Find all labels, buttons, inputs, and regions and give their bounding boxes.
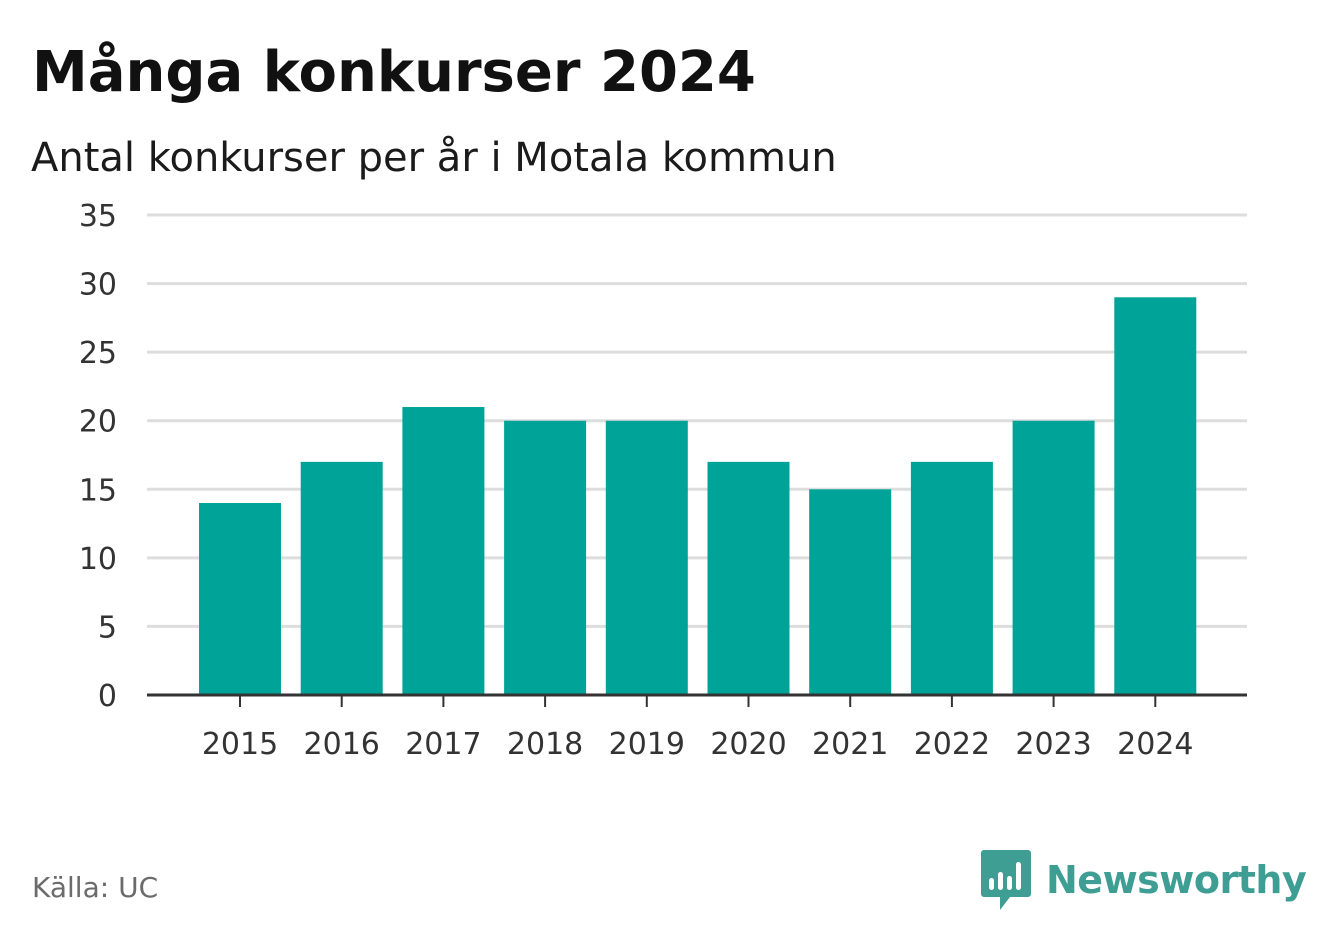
x-tick-label: 2022 (914, 727, 990, 762)
bar-2021 (809, 489, 892, 695)
x-tick-label: 2015 (202, 727, 278, 762)
x-tick-label: 2021 (812, 727, 888, 762)
x-tick-label: 2016 (304, 727, 380, 762)
bar-2018 (504, 420, 587, 695)
x-tick-label: 2019 (609, 727, 685, 762)
y-tick-label: 15 (79, 473, 117, 508)
y-tick-label: 20 (79, 405, 117, 440)
source-note: Källa: UC (32, 871, 159, 904)
y-tick-label: 10 (79, 542, 117, 577)
bar-2022 (910, 461, 993, 695)
brand-name: Newsworthy (1046, 858, 1307, 902)
bar-2019 (605, 420, 688, 695)
y-tick-label: 25 (79, 336, 117, 371)
x-tick-label: 2023 (1015, 727, 1091, 762)
x-tick-label: 2017 (405, 727, 481, 762)
y-axis-ticks: 0 5 10 15 20 25 30 35 (79, 199, 117, 714)
bar-2024 (1114, 297, 1197, 695)
y-tick-label: 5 (98, 610, 117, 645)
y-tick-label: 30 (79, 268, 117, 303)
x-tick-label: 2018 (507, 727, 583, 762)
y-tick-label: 0 (98, 679, 117, 714)
bar-2023 (1012, 420, 1095, 695)
bar-2015 (199, 503, 281, 695)
bar-2020 (707, 461, 790, 695)
chart-subtitle: Antal konkurser per år i Motala kommun (31, 135, 837, 181)
bar-chart-logo-icon (981, 850, 1031, 910)
bar-2016 (300, 461, 383, 695)
bar-2017 (402, 407, 485, 695)
x-axis (147, 693, 1247, 707)
x-tick-label: 2024 (1117, 727, 1193, 762)
y-tick-label: 35 (79, 199, 117, 234)
x-tick-label: 2020 (710, 727, 786, 762)
x-axis-ticks: 2015 2016 2017 2018 2019 2020 2021 2022 2023 2024 (202, 727, 1194, 762)
brand-logo-link[interactable]: Newsworthy (980, 848, 1307, 912)
bars (199, 297, 1197, 695)
chart-title: Många konkurser 2024 (32, 40, 756, 105)
